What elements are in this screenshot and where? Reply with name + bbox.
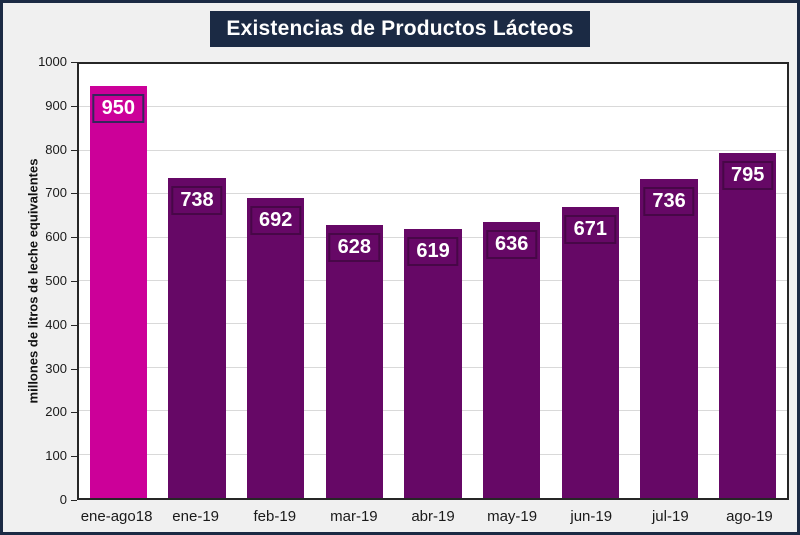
x-axis-tick-label: may-19 bbox=[487, 508, 538, 525]
bar-slot: 692 bbox=[236, 64, 315, 498]
y-axis-tick-mark bbox=[71, 500, 77, 501]
x-axis-tick-label: abr-19 bbox=[411, 508, 455, 525]
bar-value-label: 736 bbox=[643, 186, 695, 216]
y-axis-tick-mark bbox=[71, 456, 77, 457]
bar-value-label: 619 bbox=[407, 237, 459, 267]
bar-slot: 795 bbox=[708, 64, 787, 498]
bar-slot: 628 bbox=[315, 64, 394, 498]
y-axis-tick-label: 600 bbox=[45, 229, 67, 244]
y-axis-tick-label: 700 bbox=[45, 185, 67, 200]
x-axis-tick-label: feb-19 bbox=[253, 508, 297, 525]
y-axis-tick-mark bbox=[71, 325, 77, 326]
bar-slot: 736 bbox=[630, 64, 709, 498]
bar-may-19: 636 bbox=[482, 221, 541, 498]
bar-slot: 619 bbox=[394, 64, 473, 498]
x-axis-tick-label: ene-ago18 bbox=[80, 508, 153, 525]
y-axis-tick-mark bbox=[71, 150, 77, 151]
gridline bbox=[79, 149, 787, 151]
bar-ene-ago18: 950 bbox=[89, 85, 148, 498]
gridline bbox=[79, 106, 787, 108]
y-axis-tick-label: 500 bbox=[45, 273, 67, 288]
y-axis-tick-mark bbox=[71, 62, 77, 63]
bar-mar-19: 628 bbox=[325, 225, 384, 498]
bar-value-label: 795 bbox=[722, 160, 774, 190]
x-axis-tick-label: jul-19 bbox=[651, 508, 689, 525]
bar-value-label: 628 bbox=[328, 233, 381, 263]
bar-slot: 950 bbox=[79, 64, 158, 498]
y-axis-tick-mark bbox=[71, 106, 77, 107]
y-axis-tick-label: 200 bbox=[45, 404, 67, 419]
y-axis-tick-mark bbox=[71, 281, 77, 282]
bar-jun-19: 671 bbox=[561, 206, 620, 498]
y-axis-tick-mark bbox=[71, 193, 77, 194]
bar-value-label: 738 bbox=[171, 185, 223, 215]
bar-ene-19: 738 bbox=[168, 177, 226, 498]
y-axis-tick-label: 900 bbox=[45, 98, 67, 113]
x-axis-tick-label: ago-19 bbox=[726, 508, 773, 525]
bars-container: 950 738 692 628 619 636 671 736 795 bbox=[79, 64, 787, 498]
bar-slot: 636 bbox=[472, 64, 551, 498]
x-axis: ene-ago18 ene-19 feb-19 mar-19 abr-19 may-19 j… bbox=[77, 508, 789, 525]
y-axis: 0 100 200 300 400 500 600 700 800 900 1000 bbox=[3, 55, 67, 507]
bar-value-label: 636 bbox=[486, 229, 538, 259]
x-axis-tick-label: ene-19 bbox=[172, 508, 220, 525]
bar-value-label: 950 bbox=[92, 93, 145, 123]
y-axis-tick-label: 400 bbox=[45, 317, 67, 332]
y-axis-tick-label: 300 bbox=[45, 361, 67, 376]
bar-slot: 738 bbox=[158, 64, 237, 498]
bar-jul-19: 736 bbox=[640, 178, 698, 498]
y-axis-tick-mark bbox=[71, 412, 77, 413]
y-axis-tick-label: 1000 bbox=[38, 54, 67, 69]
y-axis-tick-label: 800 bbox=[45, 142, 67, 157]
y-axis-tick-label: 0 bbox=[59, 492, 67, 507]
y-axis-tick-label: 100 bbox=[45, 448, 67, 463]
chart-title-row: Existencias de Productos Lácteos bbox=[3, 11, 797, 47]
bar-ago-19: 795 bbox=[719, 152, 777, 498]
x-axis-tick-label: mar-19 bbox=[330, 508, 378, 525]
bar-abr-19: 619 bbox=[404, 229, 462, 498]
bar-feb-19: 692 bbox=[246, 197, 305, 498]
bar-slot: 671 bbox=[551, 64, 630, 498]
x-axis-tick-label: jun-19 bbox=[570, 508, 613, 525]
gridline bbox=[79, 193, 787, 195]
y-axis-tick-mark bbox=[71, 369, 77, 370]
chart-title: Existencias de Productos Lácteos bbox=[210, 11, 590, 47]
bar-value-label: 692 bbox=[249, 205, 302, 235]
y-axis-tick-mark bbox=[71, 237, 77, 238]
bar-value-label: 671 bbox=[564, 214, 617, 244]
